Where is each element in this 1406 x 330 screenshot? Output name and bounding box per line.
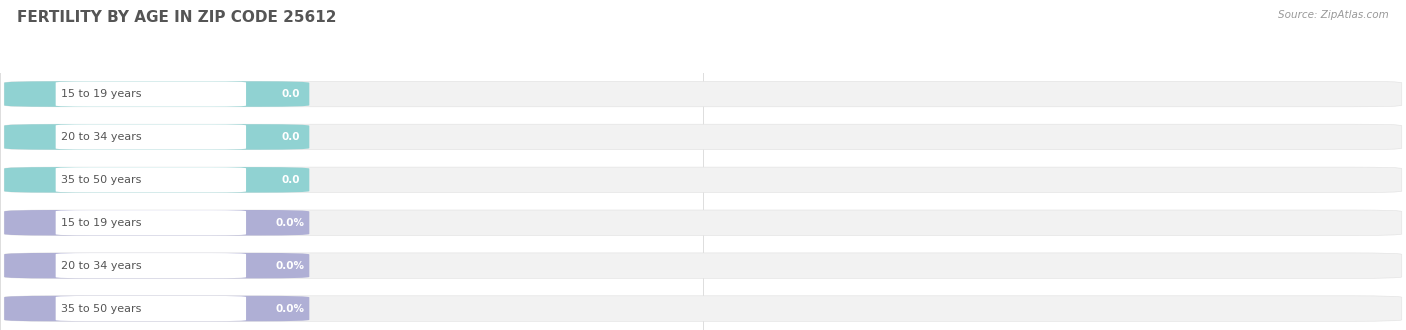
- FancyBboxPatch shape: [4, 167, 1402, 193]
- Text: 0.0: 0.0: [281, 132, 299, 142]
- Text: 0.0: 0.0: [281, 175, 299, 185]
- FancyBboxPatch shape: [4, 253, 309, 279]
- FancyBboxPatch shape: [56, 253, 246, 278]
- FancyBboxPatch shape: [56, 167, 246, 192]
- Text: 0.0%: 0.0%: [276, 218, 305, 228]
- FancyBboxPatch shape: [4, 253, 1402, 279]
- Text: 20 to 34 years: 20 to 34 years: [60, 261, 142, 271]
- FancyBboxPatch shape: [4, 81, 309, 107]
- FancyBboxPatch shape: [4, 210, 309, 236]
- Text: 0.0: 0.0: [281, 89, 299, 99]
- FancyBboxPatch shape: [4, 210, 1402, 236]
- FancyBboxPatch shape: [56, 210, 246, 235]
- FancyBboxPatch shape: [4, 81, 1402, 107]
- FancyBboxPatch shape: [56, 82, 246, 107]
- FancyBboxPatch shape: [4, 296, 309, 321]
- FancyBboxPatch shape: [4, 296, 1402, 321]
- Text: 0.0%: 0.0%: [276, 304, 305, 314]
- Text: FERTILITY BY AGE IN ZIP CODE 25612: FERTILITY BY AGE IN ZIP CODE 25612: [17, 10, 336, 25]
- Text: 35 to 50 years: 35 to 50 years: [60, 175, 141, 185]
- FancyBboxPatch shape: [4, 124, 1402, 150]
- Text: 15 to 19 years: 15 to 19 years: [60, 89, 141, 99]
- FancyBboxPatch shape: [4, 124, 309, 150]
- FancyBboxPatch shape: [56, 124, 246, 149]
- FancyBboxPatch shape: [4, 167, 309, 193]
- Text: 15 to 19 years: 15 to 19 years: [60, 218, 141, 228]
- Text: 35 to 50 years: 35 to 50 years: [60, 304, 141, 314]
- Text: 20 to 34 years: 20 to 34 years: [60, 132, 142, 142]
- FancyBboxPatch shape: [56, 296, 246, 321]
- Text: 0.0%: 0.0%: [276, 261, 305, 271]
- Text: Source: ZipAtlas.com: Source: ZipAtlas.com: [1278, 10, 1389, 20]
